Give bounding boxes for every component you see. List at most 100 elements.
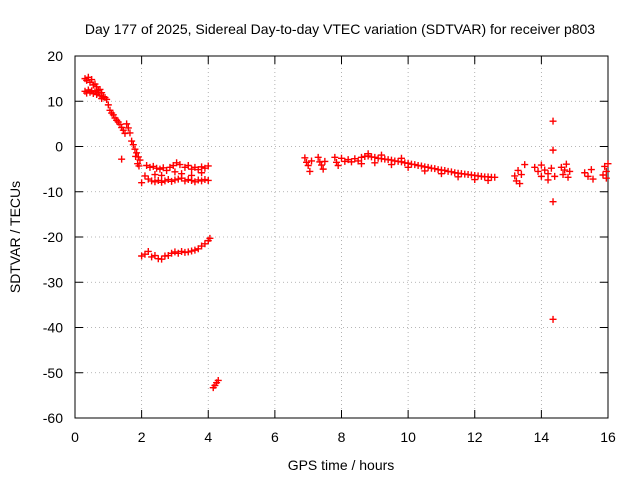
y-axis-label: SDTVAR / TECUs xyxy=(7,181,23,293)
x-tick-label: 4 xyxy=(204,429,212,445)
data-point xyxy=(397,154,405,162)
data-point xyxy=(126,129,134,137)
data-point xyxy=(599,171,607,179)
data-point xyxy=(306,167,314,175)
data-point xyxy=(131,145,139,153)
data-point xyxy=(377,151,385,159)
data-point xyxy=(534,167,542,175)
data-point xyxy=(156,165,164,173)
data-point xyxy=(135,162,143,170)
data-point xyxy=(303,158,311,166)
data-point xyxy=(129,141,137,149)
data-point xyxy=(184,162,192,170)
data-point xyxy=(364,150,372,158)
data-point xyxy=(387,161,395,169)
data-point xyxy=(549,315,557,323)
grid xyxy=(75,56,608,418)
data-point xyxy=(511,172,519,180)
data-point xyxy=(214,376,222,384)
data-point xyxy=(544,170,552,178)
y-tick-label: 20 xyxy=(47,48,63,64)
data-point xyxy=(201,176,209,184)
data-point xyxy=(171,176,179,184)
data-point xyxy=(371,159,379,167)
data-point xyxy=(602,174,610,182)
data-point xyxy=(176,161,184,169)
data-point xyxy=(331,153,339,161)
data-point xyxy=(321,157,329,165)
data-point xyxy=(604,160,612,168)
data-point xyxy=(514,166,522,174)
data-point xyxy=(437,170,445,178)
data-point xyxy=(357,153,365,161)
y-tick-label: -60 xyxy=(43,410,63,426)
data-point xyxy=(88,76,96,84)
data-point xyxy=(171,248,179,256)
data-point xyxy=(531,163,539,171)
data-point xyxy=(566,167,574,175)
data-point xyxy=(589,175,597,183)
data-point xyxy=(537,172,545,180)
data-point xyxy=(602,167,610,175)
data-point xyxy=(118,155,126,163)
data-point xyxy=(158,171,166,179)
data-point xyxy=(198,169,206,177)
data-point xyxy=(357,160,365,168)
data-point xyxy=(549,146,557,154)
data-point xyxy=(103,95,111,103)
data-point xyxy=(171,168,179,176)
data-point xyxy=(204,176,212,184)
data-point xyxy=(128,137,136,145)
data-point xyxy=(338,154,345,162)
data-point xyxy=(151,252,159,260)
data-point xyxy=(559,171,567,179)
data-point xyxy=(484,176,492,184)
x-axis: 0 2 4 6 8 10 12 14 16 xyxy=(71,56,616,445)
data-point xyxy=(153,164,161,172)
data-point xyxy=(132,152,140,160)
data-point xyxy=(491,173,499,181)
data-point xyxy=(174,175,182,183)
data-point xyxy=(163,166,171,174)
data-point xyxy=(158,178,166,186)
data-point xyxy=(138,179,146,187)
data-point xyxy=(447,168,455,176)
data-point xyxy=(561,166,569,174)
data-point xyxy=(146,163,154,171)
y-tick-label: -10 xyxy=(43,184,63,200)
data-point xyxy=(541,166,549,174)
x-tick-label: 10 xyxy=(400,429,416,445)
x-axis-label: GPS time / hours xyxy=(288,457,395,473)
data-point xyxy=(424,163,432,171)
x-tick-label: 6 xyxy=(271,429,279,445)
data-point xyxy=(319,165,327,173)
y-axis: -60 -50 -40 -30 -20 -10 0 10 20 xyxy=(43,48,608,426)
data-point xyxy=(564,173,572,181)
data-point xyxy=(562,160,570,168)
x-tick-label: 0 xyxy=(71,429,79,445)
data-point xyxy=(334,162,342,170)
y-tick-label: -50 xyxy=(43,365,63,381)
data-point xyxy=(148,253,156,261)
data-point xyxy=(441,166,449,174)
data-point xyxy=(148,177,156,185)
data-point xyxy=(318,161,326,169)
data-point xyxy=(181,177,189,185)
data-point xyxy=(191,246,199,254)
data-point xyxy=(168,249,176,257)
data-point xyxy=(151,178,159,186)
data-point xyxy=(178,170,186,178)
data-point xyxy=(178,247,186,255)
data-point xyxy=(201,240,209,248)
data-series xyxy=(81,73,612,392)
chart-title: Day 177 of 2025, Sidereal Day-to-day VTE… xyxy=(85,21,595,37)
data-point xyxy=(549,198,557,206)
data-point xyxy=(404,163,412,171)
data-point xyxy=(347,158,355,166)
data-point xyxy=(141,172,149,180)
data-point xyxy=(549,117,557,125)
data-point xyxy=(204,162,212,170)
data-point xyxy=(587,166,595,174)
data-point xyxy=(517,171,525,179)
